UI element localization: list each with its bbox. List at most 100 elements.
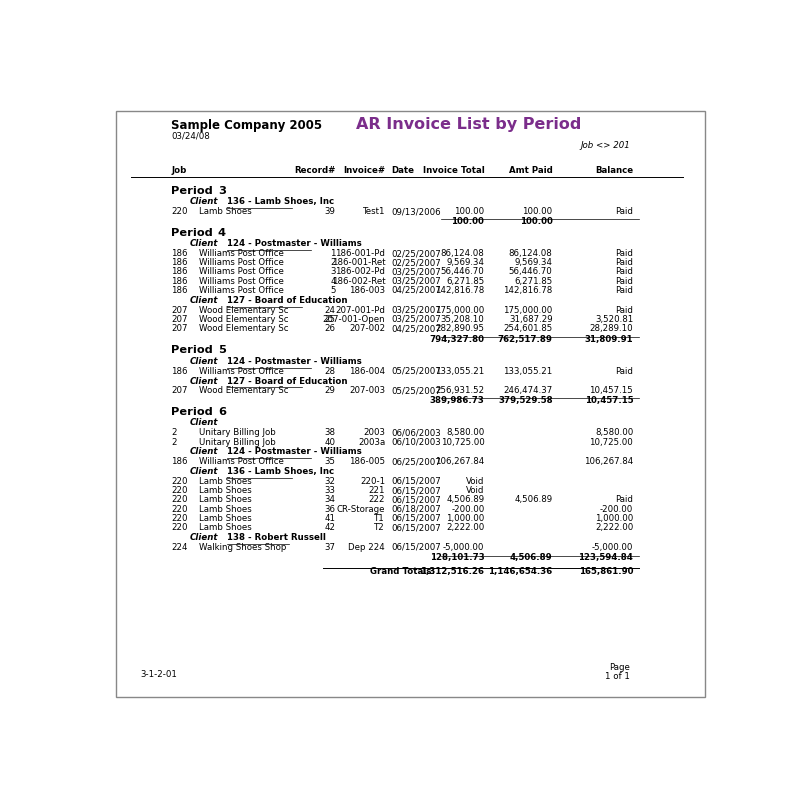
Text: 4,506.89: 4,506.89 xyxy=(446,495,485,505)
Text: Paid: Paid xyxy=(615,366,634,376)
Text: AR Invoice List by Period: AR Invoice List by Period xyxy=(356,117,582,132)
Text: 35: 35 xyxy=(325,458,336,466)
Text: 2: 2 xyxy=(171,438,177,446)
Text: Wood Elementary Sc: Wood Elementary Sc xyxy=(199,324,289,333)
Text: Client: Client xyxy=(190,198,218,206)
Text: 8,580.00: 8,580.00 xyxy=(595,428,634,438)
Text: Williams Post Office: Williams Post Office xyxy=(199,249,284,258)
Text: 41: 41 xyxy=(325,514,336,523)
Text: 106,267.84: 106,267.84 xyxy=(435,458,485,466)
Text: 2003: 2003 xyxy=(363,428,386,438)
Text: 100.00: 100.00 xyxy=(451,217,485,226)
Text: 2,222.00: 2,222.00 xyxy=(595,523,634,532)
Text: 06/15/2007: 06/15/2007 xyxy=(391,477,441,486)
Text: 186: 186 xyxy=(171,286,188,295)
Text: 207: 207 xyxy=(171,386,188,395)
Text: 37: 37 xyxy=(325,543,336,552)
Text: Balance: Balance xyxy=(595,166,634,175)
Text: 124 - Postmaster - Williams: 124 - Postmaster - Williams xyxy=(227,447,362,456)
Text: Dep 224: Dep 224 xyxy=(349,543,386,552)
Text: 175,000.00: 175,000.00 xyxy=(503,306,553,314)
Text: 123,594.84: 123,594.84 xyxy=(578,554,634,562)
Text: Unitary Billing Job: Unitary Billing Job xyxy=(199,438,276,446)
Text: Period: Period xyxy=(171,407,213,417)
Text: 6,271.85: 6,271.85 xyxy=(446,277,485,286)
Text: 207-001-Open: 207-001-Open xyxy=(322,315,386,324)
Text: 256,931.52: 256,931.52 xyxy=(435,386,485,395)
Text: 5: 5 xyxy=(218,346,226,355)
Text: 254,601.85: 254,601.85 xyxy=(503,324,553,333)
Text: 207-002: 207-002 xyxy=(349,324,386,333)
Text: Paid: Paid xyxy=(615,258,634,267)
Text: Record#: Record# xyxy=(294,166,336,175)
Text: 9,569.34: 9,569.34 xyxy=(446,258,485,267)
Text: Job <> 201: Job <> 201 xyxy=(580,141,630,150)
Text: 220: 220 xyxy=(171,514,188,523)
Text: 56,446.70: 56,446.70 xyxy=(441,267,485,277)
Text: 142,816.78: 142,816.78 xyxy=(435,286,485,295)
Text: 29: 29 xyxy=(325,386,336,395)
Text: Client: Client xyxy=(190,296,218,305)
Text: 06/18/2007: 06/18/2007 xyxy=(391,505,441,514)
Text: 03/25/2007: 03/25/2007 xyxy=(391,277,441,286)
Text: Paid: Paid xyxy=(615,495,634,505)
Text: Date: Date xyxy=(391,166,414,175)
Text: 794,327.80: 794,327.80 xyxy=(430,334,485,344)
Text: 1 of 1: 1 of 1 xyxy=(606,672,630,682)
Text: 03/25/2007: 03/25/2007 xyxy=(391,267,441,277)
Text: 207: 207 xyxy=(171,315,188,324)
Text: 220: 220 xyxy=(171,505,188,514)
Text: 186: 186 xyxy=(171,277,188,286)
Text: Paid: Paid xyxy=(615,277,634,286)
Text: 207-001-Pd: 207-001-Pd xyxy=(335,306,386,314)
Text: Paid: Paid xyxy=(615,267,634,277)
Text: T2: T2 xyxy=(374,523,386,532)
Text: 142,816.78: 142,816.78 xyxy=(503,286,553,295)
Text: 246,474.37: 246,474.37 xyxy=(503,386,553,395)
Text: 207: 207 xyxy=(171,324,188,333)
Text: 379,529.58: 379,529.58 xyxy=(498,396,553,406)
Text: 06/25/2007: 06/25/2007 xyxy=(391,458,441,466)
Text: 31,809.91: 31,809.91 xyxy=(585,334,634,344)
Text: 106,267.84: 106,267.84 xyxy=(584,458,634,466)
Text: 24: 24 xyxy=(325,306,336,314)
Text: 10,457.15: 10,457.15 xyxy=(585,396,634,406)
Text: Client: Client xyxy=(190,467,218,476)
Text: 186: 186 xyxy=(171,249,188,258)
Text: Wood Elementary Sc: Wood Elementary Sc xyxy=(199,306,289,314)
Text: 32: 32 xyxy=(325,477,336,486)
Text: 124 - Postmaster - Williams: 124 - Postmaster - Williams xyxy=(227,357,362,366)
Text: 04/25/2007: 04/25/2007 xyxy=(391,324,441,333)
Text: Void: Void xyxy=(466,477,485,486)
Text: 5: 5 xyxy=(330,286,336,295)
Text: 186-004: 186-004 xyxy=(349,366,386,376)
Text: Invoice#: Invoice# xyxy=(343,166,386,175)
Text: 2,222.00: 2,222.00 xyxy=(446,523,485,532)
Text: 36: 36 xyxy=(325,505,336,514)
Text: Client: Client xyxy=(190,357,218,366)
Text: T1: T1 xyxy=(374,514,386,523)
Text: 26: 26 xyxy=(325,324,336,333)
Text: 165,861.90: 165,861.90 xyxy=(578,567,634,576)
Text: 186: 186 xyxy=(171,366,188,376)
Text: 06/15/2007: 06/15/2007 xyxy=(391,514,441,523)
Text: 25: 25 xyxy=(325,315,336,324)
Text: 10,457.15: 10,457.15 xyxy=(590,386,634,395)
Text: Client: Client xyxy=(190,447,218,456)
Text: Lamb Shoes: Lamb Shoes xyxy=(199,486,252,495)
Text: 2003a: 2003a xyxy=(358,438,386,446)
Text: 09/13/2006: 09/13/2006 xyxy=(391,207,441,216)
Text: 06/15/2007: 06/15/2007 xyxy=(391,523,441,532)
Text: Walking Shoes Shop: Walking Shoes Shop xyxy=(199,543,286,552)
Text: 06/06/2003: 06/06/2003 xyxy=(391,428,441,438)
Text: Invoice Total: Invoice Total xyxy=(422,166,485,175)
Text: 127 - Board of Education: 127 - Board of Education xyxy=(227,377,348,386)
Text: 03/25/2007: 03/25/2007 xyxy=(391,306,441,314)
Text: Williams Post Office: Williams Post Office xyxy=(199,458,284,466)
Text: 4: 4 xyxy=(218,228,226,238)
Text: 34: 34 xyxy=(325,495,336,505)
Text: Williams Post Office: Williams Post Office xyxy=(199,267,284,277)
Text: 35,208.10: 35,208.10 xyxy=(441,315,485,324)
Text: Paid: Paid xyxy=(615,249,634,258)
Text: -200.00: -200.00 xyxy=(451,505,485,514)
